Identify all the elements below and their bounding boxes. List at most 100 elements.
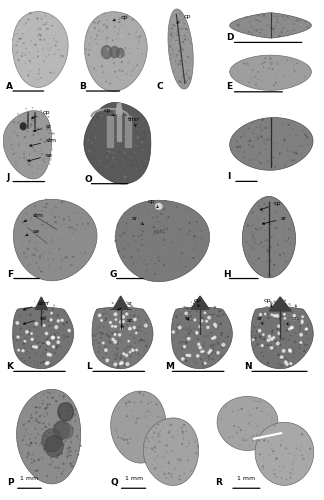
Point xyxy=(33,320,38,328)
Point xyxy=(55,60,60,68)
Point xyxy=(260,150,266,158)
Point xyxy=(82,250,87,258)
Point xyxy=(120,314,125,322)
Point xyxy=(128,116,133,124)
Point xyxy=(217,308,222,316)
Point xyxy=(179,45,185,53)
Point xyxy=(272,28,277,36)
Point xyxy=(273,22,278,30)
Point xyxy=(237,142,243,150)
Point xyxy=(268,126,273,134)
Point xyxy=(148,445,153,453)
Point xyxy=(56,234,61,242)
Point xyxy=(250,120,256,128)
Point xyxy=(139,164,144,172)
Point xyxy=(194,326,200,334)
Point xyxy=(174,31,179,39)
Point xyxy=(45,21,50,29)
Point xyxy=(106,137,111,145)
Point xyxy=(47,266,52,274)
Point xyxy=(126,60,131,68)
Point xyxy=(110,36,115,44)
Point xyxy=(252,14,257,22)
Point xyxy=(265,136,270,144)
Point xyxy=(253,332,259,340)
Point xyxy=(28,330,33,338)
Point xyxy=(277,432,283,440)
Point xyxy=(40,150,45,158)
Point xyxy=(274,217,279,225)
Point xyxy=(27,442,32,450)
Point xyxy=(52,436,57,444)
Point xyxy=(261,59,266,67)
Point xyxy=(249,332,255,340)
Point xyxy=(276,322,282,330)
Point xyxy=(67,417,73,425)
Point xyxy=(175,328,180,336)
Point xyxy=(136,116,141,124)
Point xyxy=(41,432,47,440)
Point xyxy=(288,474,293,482)
Point xyxy=(105,16,110,24)
Point xyxy=(25,245,30,253)
Point xyxy=(6,132,11,140)
Point xyxy=(172,418,178,426)
Point xyxy=(14,130,19,138)
Point xyxy=(27,238,32,246)
Point xyxy=(101,161,106,169)
Point xyxy=(221,311,226,319)
Point xyxy=(292,350,297,358)
Point xyxy=(179,424,184,432)
Point xyxy=(186,456,191,464)
Point xyxy=(142,322,147,330)
Point xyxy=(277,341,283,349)
Point xyxy=(102,10,107,18)
Point xyxy=(30,144,35,152)
Point xyxy=(21,154,27,162)
Point xyxy=(126,416,131,424)
Point xyxy=(174,14,179,22)
Point xyxy=(276,320,281,328)
Point xyxy=(51,334,56,342)
Point xyxy=(259,126,264,134)
Point xyxy=(111,108,117,116)
Point xyxy=(45,25,51,33)
Point xyxy=(38,32,43,40)
Point xyxy=(98,150,104,158)
Point xyxy=(121,154,126,162)
Point xyxy=(265,214,270,222)
Point xyxy=(185,448,190,456)
Point xyxy=(272,298,277,306)
Point xyxy=(268,466,273,474)
Point xyxy=(288,347,293,355)
Point xyxy=(63,437,68,445)
Point xyxy=(283,258,288,266)
Point xyxy=(33,238,38,246)
Point xyxy=(250,14,255,22)
Point xyxy=(46,125,52,133)
Point xyxy=(87,41,92,49)
Point xyxy=(260,116,265,124)
Point xyxy=(34,215,39,223)
Point xyxy=(20,242,25,250)
Point xyxy=(255,135,260,143)
Polygon shape xyxy=(191,296,209,309)
Point xyxy=(133,426,139,434)
Point xyxy=(185,353,190,361)
Point xyxy=(272,312,277,320)
Point xyxy=(267,406,272,414)
Point xyxy=(172,67,177,75)
Point xyxy=(178,78,183,86)
Point xyxy=(123,399,129,407)
Point xyxy=(287,314,292,322)
Point xyxy=(119,153,124,161)
Point xyxy=(206,310,212,318)
Point xyxy=(155,225,160,233)
Point xyxy=(280,120,285,128)
Point xyxy=(35,52,40,60)
Point xyxy=(51,343,56,351)
Polygon shape xyxy=(3,110,52,179)
Point xyxy=(35,124,40,132)
Point xyxy=(190,316,195,324)
Point xyxy=(153,464,158,472)
